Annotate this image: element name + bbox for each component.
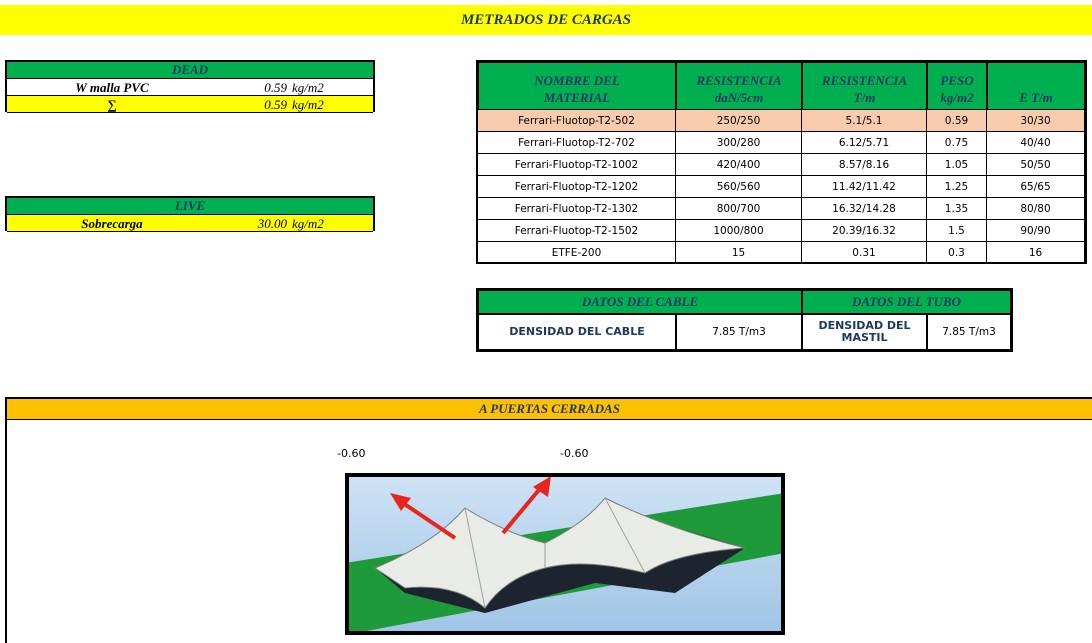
table-cell: Ferrari-Fluotop-T2-1502 (478, 220, 676, 242)
table-cell: Ferrari-Fluotop-T2-1002 (478, 154, 676, 176)
table-cell: Ferrari-Fluotop-T2-702 (478, 132, 676, 154)
live-table: LIVE Sobrecarga 30.00 kg/m2 (5, 196, 375, 232)
pressure-label: -0.60 (337, 447, 366, 460)
header-line: T/m (853, 90, 876, 105)
row-bg (7, 79, 373, 96)
header-line: E T/m (1019, 90, 1053, 105)
table-cell: ETFE-200 (478, 242, 676, 264)
table-cell: 1000/800 (676, 220, 802, 242)
tent-image (345, 473, 785, 635)
table-cell: DENSIDAD DEL CABLE (478, 314, 676, 350)
table-cell: 20.39/16.32 (802, 220, 927, 242)
table-cell: 560/560 (676, 176, 802, 198)
row-value: 0.59 (264, 96, 287, 112)
header-line: kg/m2 (940, 90, 974, 105)
row-value: 30.00 (257, 215, 287, 231)
table-cell: 16 (987, 242, 1085, 264)
table-cell: 30/30 (987, 110, 1085, 132)
table-cell: 1.05 (927, 154, 987, 176)
row-bg (7, 96, 373, 113)
table-cell: 0.75 (927, 132, 987, 154)
table-header: DEAD (7, 62, 373, 79)
table-cell: 8.57/8.16 (802, 154, 927, 176)
table-cell: 40/40 (987, 132, 1085, 154)
table-cell: 50/50 (987, 154, 1085, 176)
column-header: E T/m (987, 62, 1085, 110)
table-cell: 0.3 (927, 242, 987, 264)
row-label: W malla PVC (75, 79, 149, 95)
table-cell: Ferrari-Fluotop-T2-1202 (478, 176, 676, 198)
header-line: NOMBRE DEL (534, 73, 620, 88)
section-title: A PUERTAS CERRADAS (7, 399, 1092, 420)
column-header: RESISTENCIA T/m (802, 62, 927, 110)
table-cell: 80/80 (987, 198, 1085, 220)
table-cell: 11.42/11.42 (802, 176, 927, 198)
table-header: DATOS DEL TUBO (802, 290, 1011, 314)
header-line: MATERIAL (543, 90, 611, 105)
header-line: PESO (940, 73, 974, 88)
materials-table: NOMBRE DEL MATERIAL RESISTENCIA daN/5cm RESI… (476, 60, 1087, 264)
pressure-label: -0.60 (560, 447, 589, 460)
section-frame: A PUERTAS CERRADAS (5, 397, 1092, 643)
table-cell: 90/90 (987, 220, 1085, 242)
table-cell: 300/280 (676, 132, 802, 154)
column-header: NOMBRE DEL MATERIAL (478, 62, 676, 110)
table-cell: DENSIDAD DEL MASTIL (802, 314, 927, 350)
table-cell: 16.32/14.28 (802, 198, 927, 220)
table-header: LIVE (7, 198, 373, 215)
table-cell: 1.35 (927, 198, 987, 220)
table-cell: Ferrari-Fluotop-T2-502 (478, 110, 676, 132)
header-line: daN/5cm (714, 90, 764, 105)
cable-table: DATOS DEL CABLE DATOS DEL TUBO DENSIDAD DE… (476, 288, 1013, 352)
row-value: 0.59 (264, 79, 287, 95)
row-label: ∑ (107, 96, 117, 112)
header-line: RESISTENCIA (821, 73, 908, 88)
row-unit: kg/m2 (292, 215, 324, 231)
table-header: DATOS DEL CABLE (478, 290, 802, 314)
dead-table: DEAD W malla PVC 0.59 kg/m2 ∑ 0.59 kg/m2 (5, 60, 375, 113)
table-cell: 1.5 (927, 220, 987, 242)
table-cell: 5.1/5.1 (802, 110, 927, 132)
column-header: PESO kg/m2 (927, 62, 987, 110)
table-cell: 0.31 (802, 242, 927, 264)
table-cell: 1.25 (927, 176, 987, 198)
table-cell: 7.85 T/m3 (927, 314, 1011, 350)
table-cell: Ferrari-Fluotop-T2-1302 (478, 198, 676, 220)
table-cell: 6.12/5.71 (802, 132, 927, 154)
page-title: METRADOS DE CARGAS (0, 5, 1092, 35)
table-cell: 65/65 (987, 176, 1085, 198)
table-cell: 7.85 T/m3 (676, 314, 802, 350)
table-cell: 15 (676, 242, 802, 264)
table-cell: 800/700 (676, 198, 802, 220)
column-header: RESISTENCIA daN/5cm (676, 62, 802, 110)
row-bg (7, 215, 373, 232)
row-unit: kg/m2 (292, 79, 324, 95)
table-cell: 250/250 (676, 110, 802, 132)
table-cell: 420/400 (676, 154, 802, 176)
table-cell: 0.59 (927, 110, 987, 132)
row-label: Sobrecarga (81, 215, 143, 231)
row-unit: kg/m2 (292, 96, 324, 112)
header-line: RESISTENCIA (696, 73, 782, 88)
